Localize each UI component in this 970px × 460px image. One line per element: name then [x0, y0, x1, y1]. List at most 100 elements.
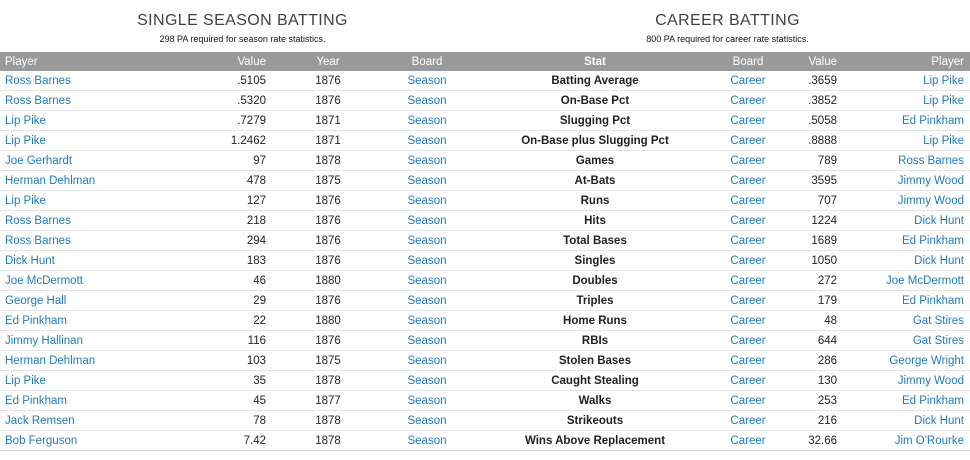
career-player-link[interactable]: Lip Pike: [839, 130, 970, 151]
season-board-link[interactable]: Season: [372, 90, 482, 111]
season-player-link[interactable]: Bob Ferguson: [0, 430, 220, 451]
season-board-link[interactable]: Season: [372, 330, 482, 351]
table-body: Ross Barnes .5105 1876 Season Batting Av…: [0, 71, 970, 451]
season-board-link[interactable]: Season: [372, 290, 482, 311]
career-player-link[interactable]: Jim O'Rourke: [839, 430, 970, 451]
career-value: 789: [788, 150, 839, 171]
season-board-link[interactable]: Season: [372, 370, 482, 391]
season-board-link[interactable]: Season: [372, 71, 482, 91]
career-player-link[interactable]: Jimmy Wood: [839, 170, 970, 191]
season-board-link[interactable]: Season: [372, 270, 482, 291]
career-player-link[interactable]: Ed Pinkham: [839, 230, 970, 251]
career-board-link[interactable]: Career: [708, 250, 788, 271]
career-subtitle: 800 PA required for career rate statisti…: [646, 34, 809, 44]
table-row: Ed Pinkham 45 1877 Season Walks Career 2…: [0, 390, 970, 411]
career-value: .5058: [788, 110, 839, 131]
season-player-link[interactable]: Joe McDermott: [0, 270, 220, 291]
season-board-link[interactable]: Season: [372, 350, 482, 371]
season-player-link[interactable]: Jack Remsen: [0, 410, 220, 431]
career-board-link[interactable]: Career: [708, 430, 788, 451]
career-board-link[interactable]: Career: [708, 230, 788, 251]
season-player-link[interactable]: Joe Gerhardt: [0, 150, 220, 171]
career-player-link[interactable]: Ed Pinkham: [839, 290, 970, 311]
season-value: 45: [220, 390, 298, 411]
career-player-link[interactable]: Dick Hunt: [839, 250, 970, 271]
career-board-link[interactable]: Career: [708, 330, 788, 351]
career-board-link[interactable]: Career: [708, 130, 788, 151]
season-player-link[interactable]: Ross Barnes: [0, 90, 220, 111]
season-board-link[interactable]: Season: [372, 110, 482, 131]
season-board-link[interactable]: Season: [372, 190, 482, 211]
career-player-link[interactable]: Joe McDermott: [839, 270, 970, 291]
career-player-link[interactable]: Dick Hunt: [839, 410, 970, 431]
career-board-link[interactable]: Career: [708, 410, 788, 431]
season-board-link[interactable]: Season: [372, 210, 482, 231]
career-player-link[interactable]: Lip Pike: [839, 71, 970, 91]
stat-name: On-Base plus Slugging Pct: [482, 130, 708, 151]
stat-name: Wins Above Replacement: [482, 430, 708, 451]
career-board-link[interactable]: Career: [708, 190, 788, 211]
career-board-link[interactable]: Career: [708, 270, 788, 291]
season-player-link[interactable]: Ross Barnes: [0, 210, 220, 231]
season-year: 1878: [298, 410, 372, 431]
season-year: 1876: [298, 210, 372, 231]
career-board-link[interactable]: Career: [708, 290, 788, 311]
season-player-link[interactable]: George Hall: [0, 290, 220, 311]
season-player-link[interactable]: Ross Barnes: [0, 230, 220, 251]
career-board-link[interactable]: Career: [708, 90, 788, 111]
season-player-link[interactable]: Ed Pinkham: [0, 310, 220, 331]
season-board-link[interactable]: Season: [372, 230, 482, 251]
career-player-link[interactable]: Ross Barnes: [839, 150, 970, 171]
season-player-link[interactable]: Lip Pike: [0, 130, 220, 151]
career-player-link[interactable]: Dick Hunt: [839, 210, 970, 231]
season-year: 1871: [298, 110, 372, 131]
career-player-link[interactable]: Ed Pinkham: [839, 110, 970, 131]
table-row: Lip Pike 1.2462 1871 Season On-Base plus…: [0, 130, 970, 151]
season-value: 7.42: [220, 430, 298, 451]
career-board-link[interactable]: Career: [708, 71, 788, 91]
season-board-link[interactable]: Season: [372, 130, 482, 151]
titles-row: SINGLE SEASON BATTING 298 PA required fo…: [0, 0, 970, 52]
season-player-link[interactable]: Lip Pike: [0, 110, 220, 131]
season-player-link[interactable]: Lip Pike: [0, 370, 220, 391]
season-board-link[interactable]: Season: [372, 250, 482, 271]
career-value: 179: [788, 290, 839, 311]
career-player-link[interactable]: Gat Stires: [839, 330, 970, 351]
season-year: 1876: [298, 230, 372, 251]
career-board-link[interactable]: Career: [708, 350, 788, 371]
season-board-link[interactable]: Season: [372, 410, 482, 431]
table-row: Joe McDermott 46 1880 Season Doubles Car…: [0, 270, 970, 291]
career-player-link[interactable]: Jimmy Wood: [839, 370, 970, 391]
season-board-link[interactable]: Season: [372, 170, 482, 191]
season-player-link[interactable]: Lip Pike: [0, 190, 220, 211]
career-player-link[interactable]: Gat Stires: [839, 310, 970, 331]
career-value: 130: [788, 370, 839, 391]
career-board-link[interactable]: Career: [708, 310, 788, 331]
career-player-link[interactable]: Jimmy Wood: [839, 190, 970, 211]
season-board-link[interactable]: Season: [372, 390, 482, 411]
season-board-link[interactable]: Season: [372, 310, 482, 331]
season-player-link[interactable]: Ed Pinkham: [0, 390, 220, 411]
season-player-link[interactable]: Jimmy Hallinan: [0, 330, 220, 351]
career-player-link[interactable]: Ed Pinkham: [839, 390, 970, 411]
season-board-link[interactable]: Season: [372, 150, 482, 171]
season-player-link[interactable]: Dick Hunt: [0, 250, 220, 271]
table-row: Ross Barnes .5320 1876 Season On-Base Pc…: [0, 90, 970, 111]
career-player-link[interactable]: George Wright: [839, 350, 970, 371]
table-row: Herman Dehlman 103 1875 Season Stolen Ba…: [0, 350, 970, 371]
career-value: 272: [788, 270, 839, 291]
career-board-link[interactable]: Career: [708, 370, 788, 391]
career-board-link[interactable]: Career: [708, 110, 788, 131]
season-year: 1876: [298, 290, 372, 311]
season-player-link[interactable]: Herman Dehlman: [0, 350, 220, 371]
career-player-link[interactable]: Lip Pike: [839, 90, 970, 111]
career-board-link[interactable]: Career: [708, 150, 788, 171]
career-board-link[interactable]: Career: [708, 390, 788, 411]
season-player-link[interactable]: Ross Barnes: [0, 71, 220, 91]
stat-name: Caught Stealing: [482, 370, 708, 391]
career-board-link[interactable]: Career: [708, 170, 788, 191]
season-player-link[interactable]: Herman Dehlman: [0, 170, 220, 191]
season-board-link[interactable]: Season: [372, 430, 482, 451]
career-value: 48: [788, 310, 839, 331]
career-board-link[interactable]: Career: [708, 210, 788, 231]
